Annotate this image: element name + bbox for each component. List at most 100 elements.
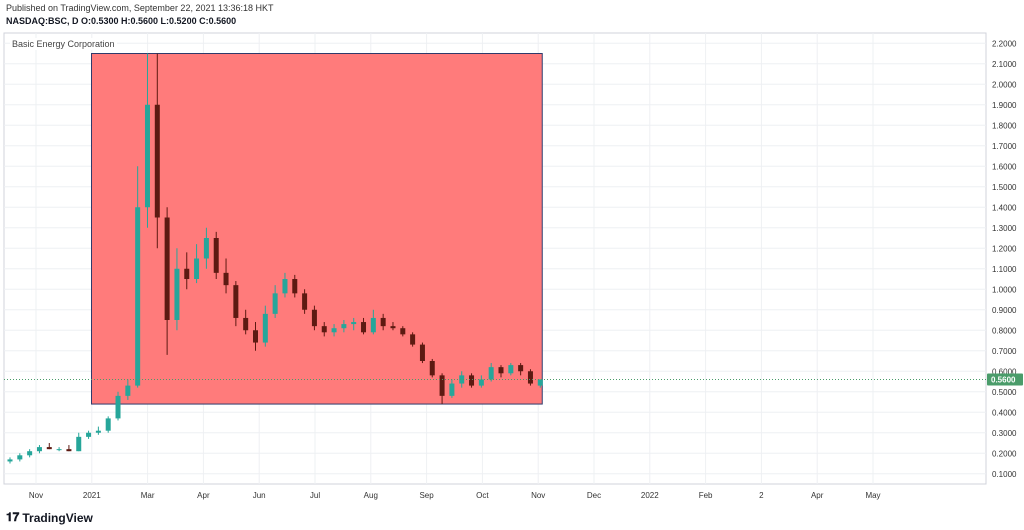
candle-body bbox=[203, 238, 209, 259]
y-tick-label: 1.3000 bbox=[992, 224, 1017, 233]
y-tick-label: 0.8000 bbox=[992, 326, 1017, 335]
x-tick-label: Apr bbox=[197, 491, 210, 500]
candle-body bbox=[331, 328, 337, 333]
y-tick-label: 0.2000 bbox=[992, 449, 1017, 458]
candle-body bbox=[449, 383, 455, 396]
chart-title: Basic Energy Corporation bbox=[10, 38, 117, 50]
candle-body bbox=[243, 317, 249, 331]
last-price-tag bbox=[987, 373, 1023, 386]
candle-body bbox=[233, 285, 239, 318]
y-tick-label: 0.5000 bbox=[992, 388, 1017, 397]
candle-body bbox=[302, 293, 308, 310]
price-chart[interactable]: 0.1000 0.2000 0.3000 0.4000 0.5000 0.6000 0.70… bbox=[0, 30, 1024, 506]
x-tick-label: 2021 bbox=[83, 491, 101, 500]
candle-body bbox=[17, 455, 23, 460]
last-price-label: 0.5600 bbox=[991, 375, 1016, 384]
candle-body bbox=[223, 272, 229, 286]
candle-body bbox=[66, 449, 72, 452]
x-tick-label: Oct bbox=[476, 491, 489, 500]
tradingview-footer: 𝟏𝟕 TradingView bbox=[6, 510, 93, 525]
y-tick-label: 0.7000 bbox=[992, 347, 1017, 356]
x-tick-label: Dec bbox=[587, 491, 601, 500]
candle-body bbox=[508, 365, 514, 374]
candle-body bbox=[115, 395, 121, 419]
candle-body bbox=[125, 385, 131, 396]
candle-body bbox=[488, 367, 494, 380]
x-tick-label: Jun bbox=[253, 491, 266, 500]
x-tick-label: Sep bbox=[419, 491, 434, 500]
x-tick-label: Feb bbox=[699, 491, 713, 500]
y-tick-label: 1.0000 bbox=[992, 285, 1017, 294]
x-tick-label: Nov bbox=[531, 491, 545, 500]
y-tick-label: 0.6000 bbox=[992, 367, 1017, 376]
candle-body bbox=[213, 238, 219, 273]
candle-body bbox=[400, 328, 406, 335]
candle-body bbox=[95, 430, 101, 433]
x-tick-label: Jul bbox=[310, 491, 320, 500]
y-tick-label: 1.8000 bbox=[992, 121, 1017, 130]
candle-body bbox=[527, 371, 533, 384]
candle-body bbox=[390, 326, 396, 329]
y-tick-label: 1.7000 bbox=[992, 142, 1017, 151]
candle-body bbox=[262, 313, 268, 343]
candle-body bbox=[370, 317, 376, 333]
candle-body bbox=[46, 447, 52, 450]
x-tick-label: 2 bbox=[759, 491, 764, 500]
candle-body bbox=[321, 326, 327, 333]
y-tick-label: 2.2000 bbox=[992, 39, 1017, 48]
candle-body bbox=[105, 418, 111, 431]
y-tick-label: 1.5000 bbox=[992, 183, 1017, 192]
candle-body bbox=[272, 293, 278, 314]
candle-body bbox=[419, 344, 425, 361]
candle-body bbox=[537, 379, 543, 386]
x-tick-label: Aug bbox=[364, 491, 378, 500]
candle-body bbox=[36, 447, 42, 452]
y-tick-label: 0.1000 bbox=[992, 470, 1017, 479]
candle-body bbox=[7, 459, 13, 462]
tradingview-brand: TradingView bbox=[22, 510, 93, 525]
candle-body bbox=[184, 268, 190, 279]
x-tick-label: Mar bbox=[141, 491, 155, 500]
x-tick-label: Nov bbox=[29, 491, 43, 500]
candle-body bbox=[459, 375, 465, 384]
candle-body bbox=[164, 217, 170, 320]
y-tick-label: 0.3000 bbox=[992, 429, 1017, 438]
candle-body bbox=[86, 432, 92, 437]
candle-body bbox=[410, 334, 416, 345]
candle-body bbox=[311, 309, 317, 327]
candle-body bbox=[282, 279, 288, 294]
x-tick-label: Apr bbox=[811, 491, 824, 500]
y-tick-label: 2.0000 bbox=[992, 80, 1017, 89]
candle-body bbox=[292, 279, 298, 294]
y-tick-label: 1.6000 bbox=[992, 162, 1017, 171]
candle-body bbox=[341, 324, 347, 329]
candle-body bbox=[135, 207, 141, 386]
candle-body bbox=[469, 375, 475, 386]
x-tick-label: May bbox=[865, 491, 880, 500]
y-tick-label: 2.1000 bbox=[992, 60, 1017, 69]
published-info: Published on TradingView.com, September … bbox=[6, 3, 274, 13]
tradingview-logo-icon: 𝟏𝟕 bbox=[6, 510, 20, 524]
candle-body bbox=[194, 258, 200, 279]
candle-body bbox=[380, 317, 386, 327]
candle-body bbox=[478, 379, 484, 386]
x-tick-label: 2022 bbox=[641, 491, 659, 500]
candle-body bbox=[174, 268, 180, 320]
candle-body bbox=[144, 104, 150, 208]
candle-body bbox=[154, 104, 160, 218]
candle-body bbox=[439, 375, 445, 396]
candle-body bbox=[56, 449, 62, 451]
candle-body bbox=[253, 330, 258, 343]
y-tick-label: 1.1000 bbox=[992, 265, 1017, 274]
candle-body bbox=[361, 322, 367, 333]
y-tick-label: 1.9000 bbox=[992, 101, 1017, 110]
ohlc-info: NASDAQ:BSC, D O:0.5300 H:0.5600 L:0.5200… bbox=[6, 16, 237, 26]
y-tick-label: 0.9000 bbox=[992, 306, 1017, 315]
candle-body bbox=[27, 451, 33, 456]
candle-body bbox=[429, 361, 435, 376]
y-tick-label: 0.4000 bbox=[992, 408, 1017, 417]
y-tick-label: 1.4000 bbox=[992, 203, 1017, 212]
candle-body bbox=[76, 436, 82, 452]
candle-body bbox=[351, 322, 357, 325]
candle-body bbox=[518, 365, 524, 372]
